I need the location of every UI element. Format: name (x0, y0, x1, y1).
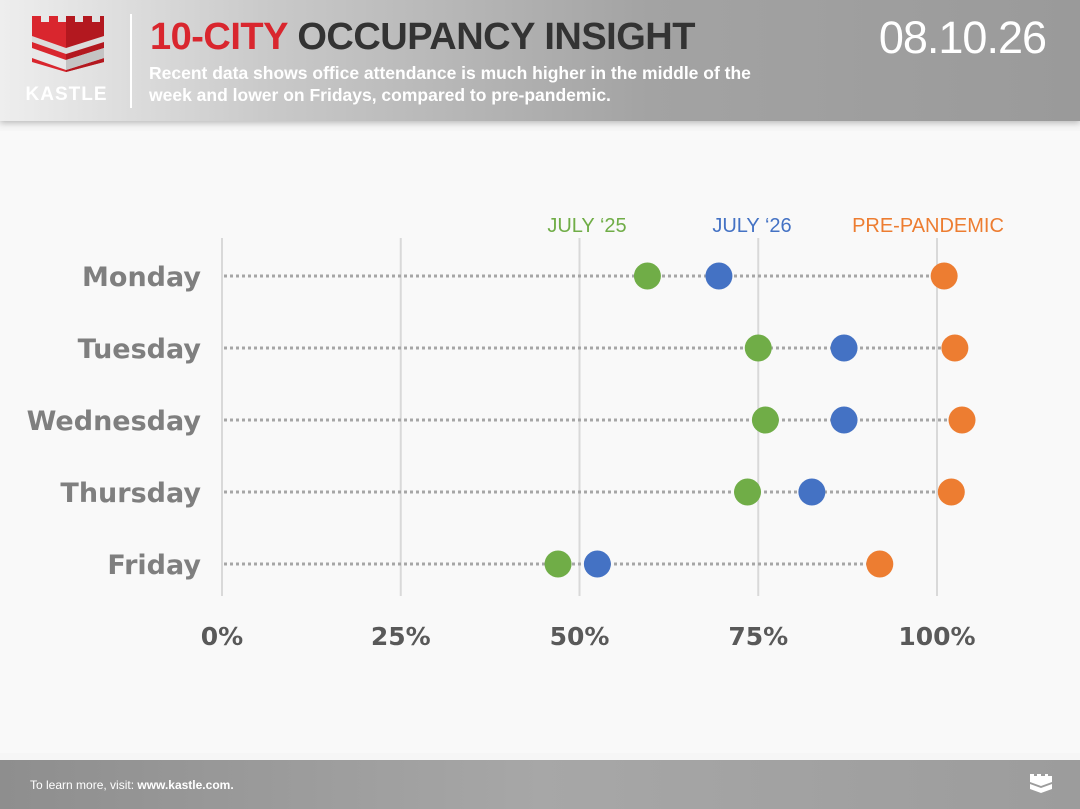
header-divider (130, 14, 132, 108)
category-label: Friday (107, 550, 201, 581)
data-point (830, 334, 858, 362)
dot-plot-chart: 0% 25% 50% 75% 100% Monday Tuesday Wednesday Thu… (27, 215, 1004, 651)
x-tick-label: 0% (201, 622, 243, 651)
x-tick-label: 25% (371, 622, 431, 651)
data-point (930, 262, 958, 290)
page-title: 10-CITY OCCUPANCY INSIGHT (150, 16, 695, 59)
data-point (948, 406, 976, 434)
x-tick-label: 100% (898, 622, 975, 651)
chart-panel (0, 131, 1080, 753)
data-point (830, 406, 858, 434)
legend-label: PRE-PANDEMIC (852, 215, 1004, 237)
category-label: Monday (82, 262, 201, 293)
brand-name: KASTLE (25, 84, 108, 105)
legend-label: JULY ‘26 (712, 215, 791, 237)
category-label: Wednesday (27, 406, 202, 437)
data-point (798, 478, 826, 506)
data-point (633, 262, 661, 290)
castle-icon-small (1030, 774, 1052, 793)
data-point (751, 406, 779, 434)
legend-label: JULY ‘25 (547, 215, 626, 237)
footer-link[interactable]: www.kastle.com. (137, 778, 234, 792)
footer-text: To learn more, visit: www.kastle.com. (30, 778, 234, 792)
data-point (937, 478, 965, 506)
data-point (705, 262, 733, 290)
data-point (744, 334, 772, 362)
data-point (941, 334, 969, 362)
page-subtitle: Recent data shows office attendance is m… (149, 63, 751, 105)
report-date: 08.10.26 (878, 12, 1047, 63)
footer: To learn more, visit: www.kastle.com. (0, 760, 1080, 809)
header: KASTLE 10-CITY OCCUPANCY INSIGHT Recent … (0, 0, 1080, 121)
title-accent: 10-CITY (150, 16, 288, 58)
x-tick-label: 50% (550, 622, 610, 651)
data-point (544, 550, 572, 578)
category-label: Thursday (60, 478, 201, 509)
x-tick-label: 75% (728, 622, 788, 651)
castle-icon (32, 16, 104, 72)
data-point (866, 550, 894, 578)
data-point (583, 550, 611, 578)
footer-lead: To learn more, visit: (30, 778, 135, 792)
data-point (734, 478, 762, 506)
kastle-logo: KASTLE (14, 12, 119, 107)
title-main: OCCUPANCY INSIGHT (297, 16, 695, 58)
category-label: Tuesday (78, 334, 202, 365)
